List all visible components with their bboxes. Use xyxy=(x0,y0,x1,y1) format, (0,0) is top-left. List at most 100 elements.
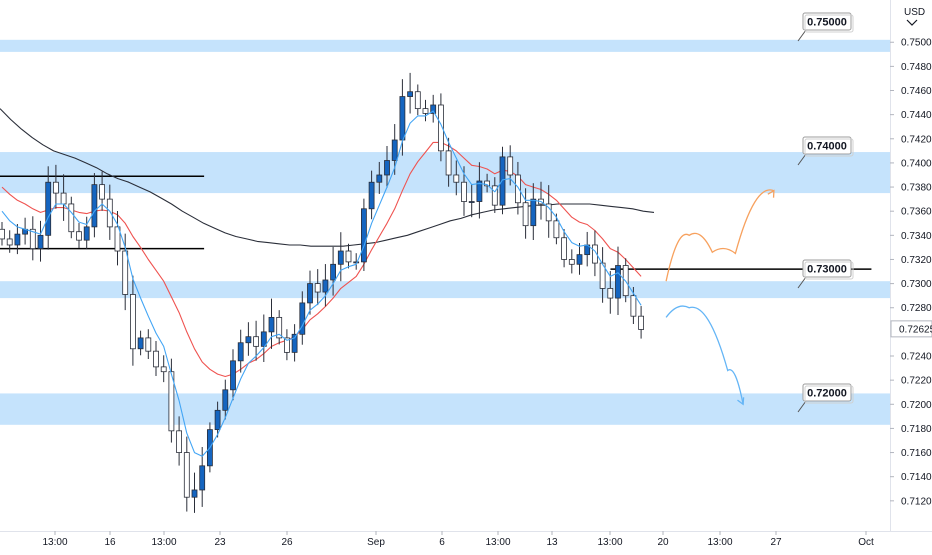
candle-body xyxy=(29,228,36,250)
projection-up-path xyxy=(665,189,775,282)
candle xyxy=(437,93,444,162)
candle xyxy=(29,216,36,261)
candle xyxy=(330,246,337,296)
callout-label: 0.75000 xyxy=(807,17,847,29)
last-price-tag[interactable]: 0.72625 xyxy=(890,320,932,338)
price-callout-0.73000[interactable]: 0.73000 xyxy=(797,259,854,289)
candle-body xyxy=(268,316,275,333)
candle xyxy=(561,229,567,268)
candle xyxy=(291,324,298,362)
candle xyxy=(545,185,552,238)
candle-body xyxy=(183,452,190,498)
candle xyxy=(314,269,321,306)
candle-body xyxy=(507,156,514,176)
callout-label: 0.72000 xyxy=(807,388,847,400)
candle xyxy=(430,94,437,123)
projections-layer xyxy=(665,189,775,406)
y-tick-label: 0.73000 xyxy=(901,279,932,290)
last-price-box xyxy=(890,320,932,338)
candle-body xyxy=(68,203,75,233)
candle xyxy=(376,161,383,194)
candle xyxy=(199,447,206,507)
candle-body xyxy=(607,288,614,299)
candle-body xyxy=(83,226,90,241)
candle xyxy=(522,188,529,239)
last-price-value: 0.72625 xyxy=(899,324,932,335)
candle xyxy=(245,322,252,356)
candle-body xyxy=(53,181,59,194)
x-tick-label: Oct xyxy=(858,537,874,548)
candle xyxy=(230,349,236,401)
x-tick-label: 16 xyxy=(104,537,116,548)
callout-pointer xyxy=(797,276,807,289)
candle-body xyxy=(384,160,390,176)
callout-box xyxy=(802,136,852,155)
candle-body xyxy=(222,389,229,411)
candle-body xyxy=(191,489,198,498)
candle xyxy=(283,329,290,361)
candle xyxy=(260,314,267,362)
price-callout-0.75000[interactable]: 0.75000 xyxy=(797,12,854,42)
candle-body xyxy=(445,150,452,176)
candle xyxy=(14,223,21,255)
currency-chevron-icon[interactable] xyxy=(906,19,918,26)
candle-body xyxy=(237,342,244,362)
candle xyxy=(476,162,483,219)
zone-band-0.72000 xyxy=(0,393,890,425)
zone-band-0.73000 xyxy=(0,281,890,299)
candle-body xyxy=(0,228,5,240)
candle-body xyxy=(407,91,414,97)
x-tick-label: 13:00 xyxy=(151,537,176,548)
candle-body xyxy=(399,96,406,141)
callout-box xyxy=(802,259,852,278)
candle-body xyxy=(129,294,136,350)
candle-body xyxy=(615,265,621,299)
candle xyxy=(345,243,352,269)
candle-body xyxy=(530,198,537,227)
candle-body xyxy=(484,180,491,187)
candle xyxy=(576,243,583,275)
candle xyxy=(129,275,136,366)
callout-shadow xyxy=(804,14,854,33)
candle xyxy=(568,249,575,274)
callout-shadow xyxy=(804,261,854,280)
callout-label: 0.73000 xyxy=(807,264,847,276)
candle-body xyxy=(422,108,429,114)
projection-down-path xyxy=(665,305,744,405)
zone-band-0.75000 xyxy=(0,39,890,52)
callout-shadow xyxy=(804,138,854,157)
callouts-layer: 0.75000 0.74000 0.73000 0.72000 xyxy=(797,12,854,413)
candle xyxy=(407,72,414,114)
price-callout-0.74000[interactable]: 0.74000 xyxy=(797,136,854,166)
time-axis[interactable]: 13:00 16 13:00 23 26 Sep 6 13:00 13 13:00 20 13:00 2… xyxy=(0,531,932,548)
y-tick-label: 0.74000 xyxy=(901,158,932,169)
candle xyxy=(114,210,121,266)
candle-body xyxy=(376,174,383,183)
currency-label: USD xyxy=(904,7,925,18)
candle-body xyxy=(476,180,483,202)
candle-body xyxy=(437,104,444,152)
price-callout-0.72000[interactable]: 0.72000 xyxy=(797,383,854,413)
candle xyxy=(83,216,90,250)
candle-body xyxy=(414,91,421,110)
candle xyxy=(607,271,614,314)
candle xyxy=(160,355,167,383)
candle-body xyxy=(91,184,98,228)
candle-body xyxy=(568,259,575,265)
candle xyxy=(337,232,344,282)
candle-body xyxy=(160,366,167,373)
candle xyxy=(515,161,521,215)
